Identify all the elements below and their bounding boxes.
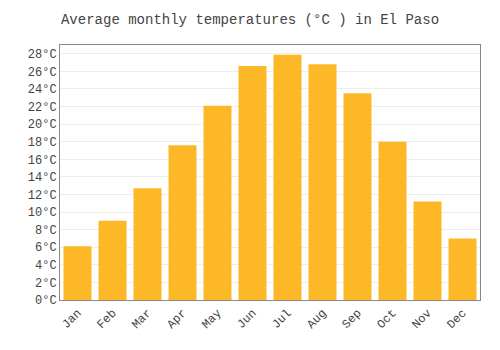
svg-text:28°C: 28°C xyxy=(28,48,57,62)
svg-text:12°C: 12°C xyxy=(28,189,57,203)
svg-text:24°C: 24°C xyxy=(28,83,57,97)
svg-text:Oct: Oct xyxy=(374,307,399,332)
svg-text:20°C: 20°C xyxy=(28,118,57,132)
svg-text:Sep: Sep xyxy=(339,307,364,332)
svg-text:26°C: 26°C xyxy=(28,66,57,80)
svg-text:10°C: 10°C xyxy=(28,206,57,220)
svg-text:Dec: Dec xyxy=(444,307,469,332)
svg-text:18°C: 18°C xyxy=(28,136,57,150)
svg-text:May: May xyxy=(199,307,224,332)
svg-text:Feb: Feb xyxy=(94,307,119,332)
svg-text:0°C: 0°C xyxy=(35,294,57,308)
svg-text:Average monthly temperatures (: Average monthly temperatures (°C ) in El… xyxy=(61,12,439,28)
svg-text:Apr: Apr xyxy=(164,307,189,332)
svg-text:Aug: Aug xyxy=(304,307,329,332)
svg-text:Nov: Nov xyxy=(409,307,434,332)
svg-text:8°C: 8°C xyxy=(35,224,57,238)
svg-text:2°C: 2°C xyxy=(35,277,57,291)
svg-text:16°C: 16°C xyxy=(28,154,57,168)
svg-text:Jul: Jul xyxy=(269,307,294,332)
svg-text:Jan: Jan xyxy=(59,307,84,332)
svg-text:22°C: 22°C xyxy=(28,101,57,115)
svg-text:14°C: 14°C xyxy=(28,171,57,185)
svg-text:Jun: Jun xyxy=(234,307,259,332)
svg-text:6°C: 6°C xyxy=(35,241,57,255)
svg-text:4°C: 4°C xyxy=(35,259,57,273)
svg-text:Mar: Mar xyxy=(129,307,154,332)
